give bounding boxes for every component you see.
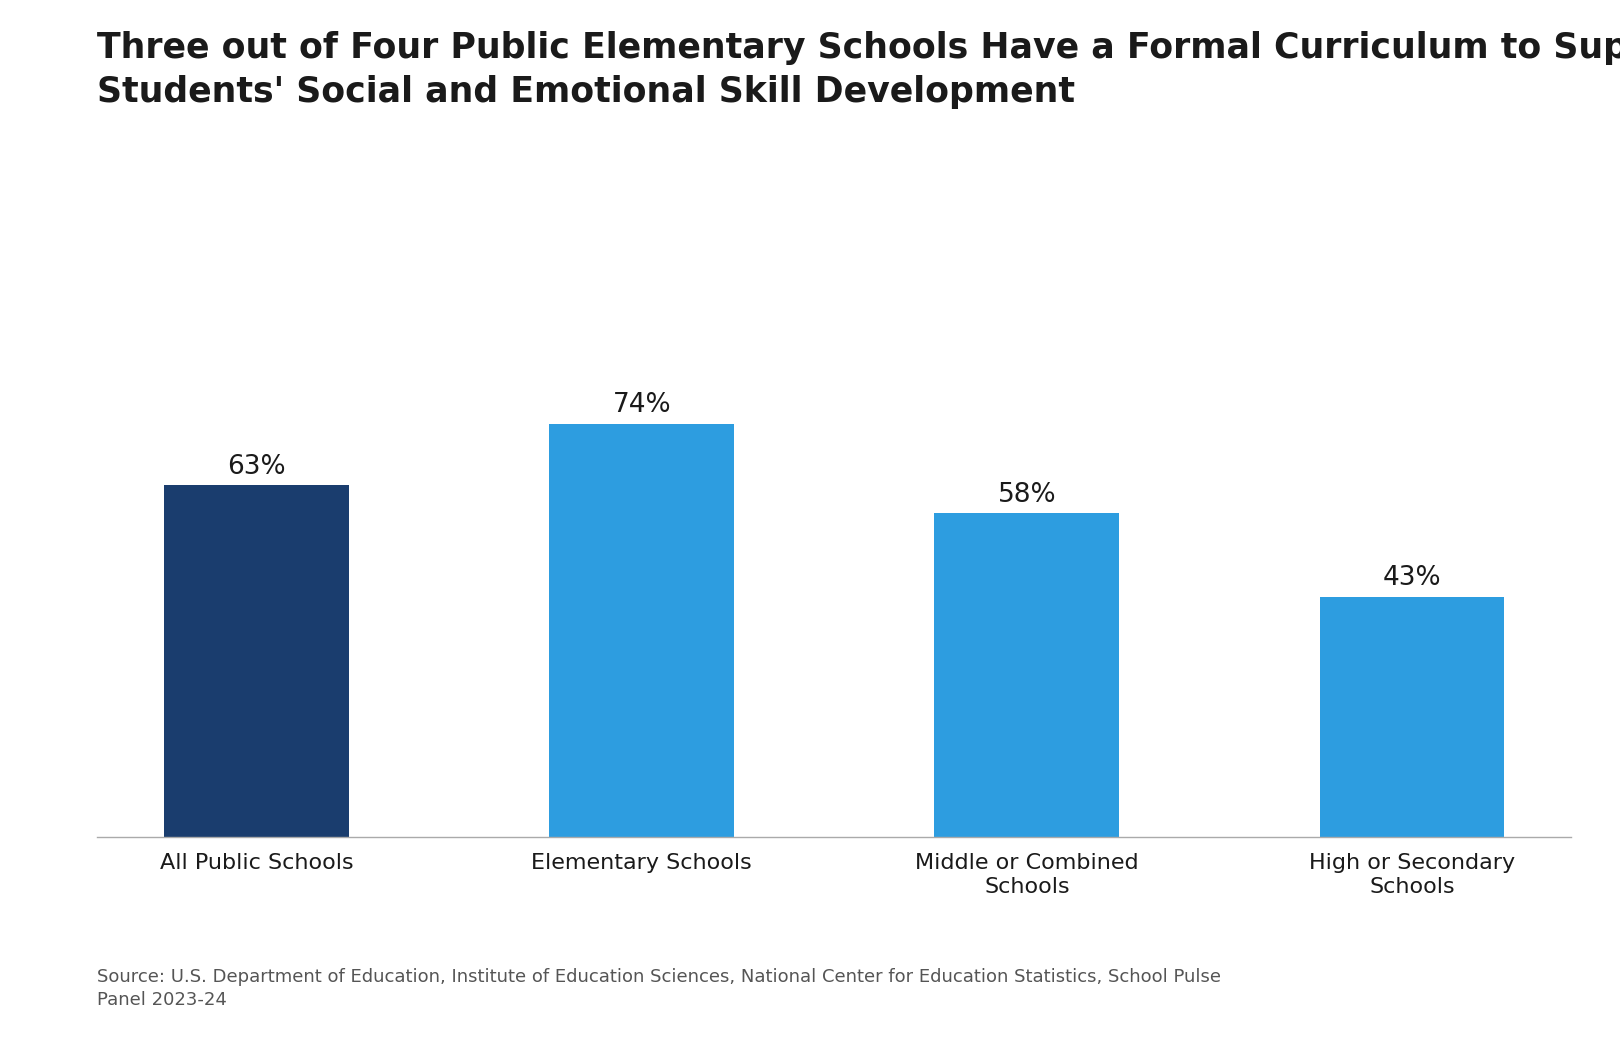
Text: 74%: 74% bbox=[612, 392, 671, 418]
Bar bbox=[1320, 597, 1505, 837]
Bar bbox=[935, 514, 1119, 837]
Bar bbox=[549, 424, 734, 837]
Text: 63%: 63% bbox=[227, 454, 287, 480]
Text: 43%: 43% bbox=[1382, 565, 1442, 591]
Text: 58%: 58% bbox=[998, 481, 1056, 507]
Text: Three out of Four Public Elementary Schools Have a Formal Curriculum to Support
: Three out of Four Public Elementary Scho… bbox=[97, 31, 1620, 109]
Text: Source: U.S. Department of Education, Institute of Education Sciences, National : Source: U.S. Department of Education, In… bbox=[97, 968, 1221, 1009]
Bar bbox=[164, 485, 348, 837]
